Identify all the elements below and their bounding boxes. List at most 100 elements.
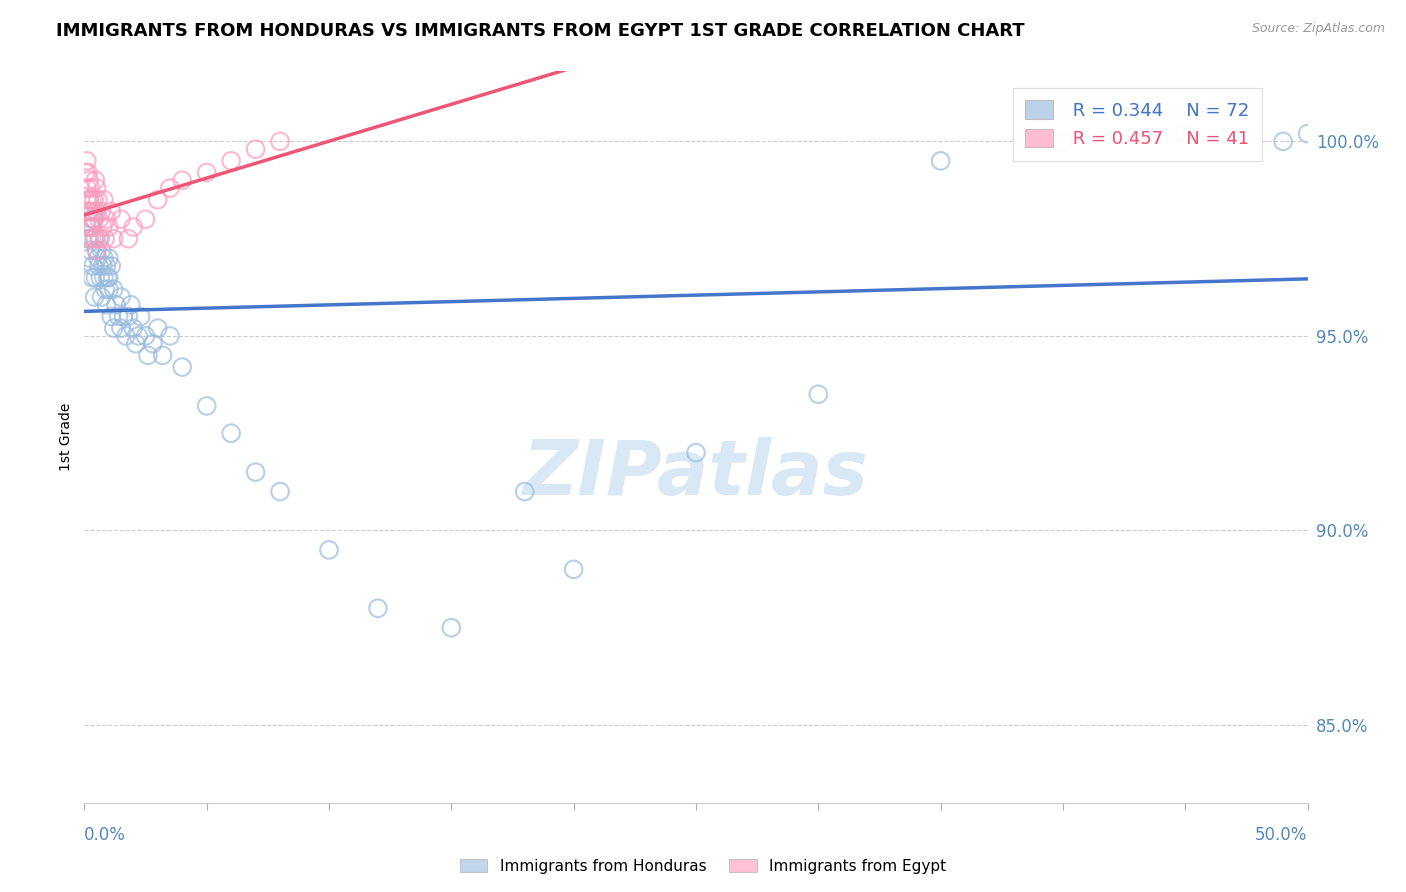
Point	[146, 321, 169, 335]
Point	[77, 204, 100, 219]
Point	[107, 310, 129, 324]
Text: ZIPatlas: ZIPatlas	[523, 437, 869, 510]
Point	[1272, 135, 1295, 149]
Point	[1174, 127, 1197, 141]
Point	[86, 204, 108, 219]
Point	[110, 212, 132, 227]
Point	[129, 310, 152, 324]
Point	[219, 426, 242, 441]
Point	[110, 290, 132, 304]
Point	[100, 259, 122, 273]
Point	[117, 232, 139, 246]
Point	[77, 204, 100, 219]
Point	[76, 232, 98, 246]
Point	[269, 135, 291, 149]
Point	[80, 232, 103, 246]
Point	[146, 193, 169, 207]
Point	[75, 165, 97, 179]
Point	[318, 542, 340, 557]
Point	[245, 142, 267, 156]
Point	[77, 193, 100, 207]
Point	[87, 232, 110, 246]
Point	[90, 290, 112, 304]
Point	[84, 270, 107, 285]
Point	[100, 310, 122, 324]
Point	[367, 601, 389, 615]
Point	[685, 445, 707, 459]
Point	[91, 219, 114, 234]
Point	[97, 219, 120, 234]
Point	[93, 251, 115, 265]
Point	[80, 219, 103, 234]
Point	[807, 387, 830, 401]
Point	[172, 173, 194, 187]
Point	[105, 298, 128, 312]
Point	[83, 212, 105, 227]
Point	[87, 212, 110, 227]
Point	[77, 232, 100, 246]
Point	[120, 298, 142, 312]
Point	[159, 181, 181, 195]
Point	[1296, 127, 1319, 141]
Legend: Immigrants from Honduras, Immigrants from Egypt: Immigrants from Honduras, Immigrants fro…	[454, 853, 952, 880]
Point	[96, 259, 118, 273]
Point	[87, 251, 110, 265]
Point	[82, 204, 104, 219]
Point	[83, 193, 105, 207]
Point	[96, 212, 118, 227]
Point	[1052, 135, 1074, 149]
Point	[219, 153, 242, 168]
Point	[87, 259, 110, 273]
Point	[135, 212, 157, 227]
Point	[86, 244, 108, 258]
Point	[100, 204, 122, 219]
Point	[76, 153, 98, 168]
Point	[562, 562, 585, 576]
Point	[97, 282, 120, 296]
Point	[152, 348, 174, 362]
Point	[115, 329, 138, 343]
Point	[76, 181, 98, 195]
Text: IMMIGRANTS FROM HONDURAS VS IMMIGRANTS FROM EGYPT 1ST GRADE CORRELATION CHART: IMMIGRANTS FROM HONDURAS VS IMMIGRANTS F…	[56, 22, 1025, 40]
Y-axis label: 1st Grade: 1st Grade	[59, 403, 73, 471]
Point	[86, 244, 108, 258]
Point	[83, 290, 105, 304]
Point	[94, 282, 117, 296]
Point	[86, 181, 108, 195]
Point	[136, 348, 159, 362]
Point	[77, 165, 100, 179]
Legend:  R = 0.344    N = 72,  R = 0.457    N = 41: R = 0.344 N = 72, R = 0.457 N = 41	[1012, 87, 1261, 161]
Point	[94, 232, 117, 246]
Point	[122, 219, 145, 234]
Point	[77, 173, 100, 187]
Point	[122, 321, 145, 335]
Point	[127, 329, 149, 343]
Text: 50.0%: 50.0%	[1256, 826, 1308, 844]
Point	[142, 336, 165, 351]
Point	[929, 153, 952, 168]
Point	[97, 251, 120, 265]
Point	[82, 270, 104, 285]
Point	[110, 321, 132, 335]
Point	[79, 251, 101, 265]
Point	[89, 232, 111, 246]
Point	[97, 270, 120, 285]
Text: 0.0%: 0.0%	[84, 826, 127, 844]
Point	[269, 484, 291, 499]
Point	[195, 165, 218, 179]
Point	[79, 244, 101, 258]
Text: Source: ZipAtlas.com: Source: ZipAtlas.com	[1251, 22, 1385, 36]
Point	[103, 282, 125, 296]
Point	[90, 204, 112, 219]
Point	[84, 173, 107, 187]
Point	[83, 212, 105, 227]
Point	[117, 310, 139, 324]
Point	[159, 329, 181, 343]
Point	[125, 336, 148, 351]
Point	[172, 359, 194, 374]
Point	[93, 270, 115, 285]
Point	[135, 329, 157, 343]
Point	[90, 244, 112, 258]
Point	[82, 259, 104, 273]
Point	[195, 399, 218, 413]
